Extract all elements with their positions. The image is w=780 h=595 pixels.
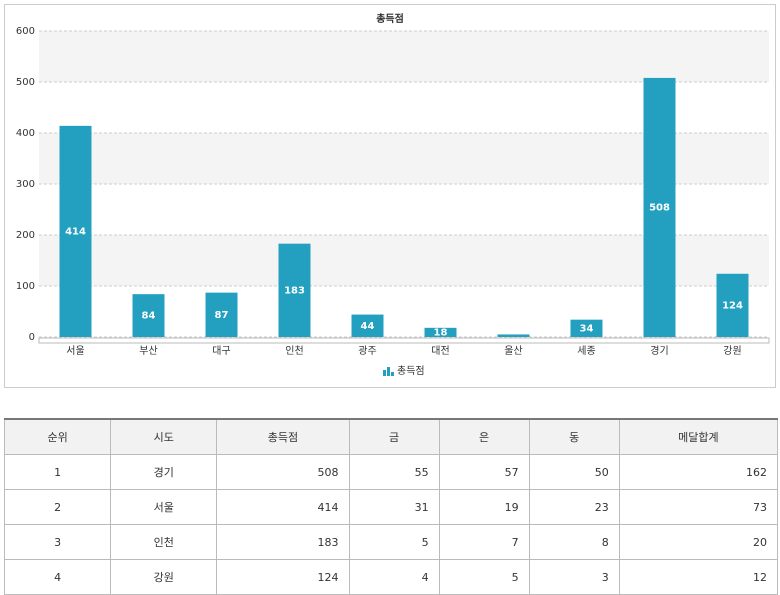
header-cell: 금 — [348, 418, 440, 455]
bar — [278, 243, 311, 337]
table-cell: 55 — [348, 454, 440, 490]
table-cell: 3 — [528, 559, 620, 595]
table-cell: 8 — [528, 524, 620, 560]
value-label: 508 — [649, 202, 670, 213]
bar — [716, 273, 749, 337]
bar — [205, 292, 238, 337]
table-cell: 183 — [216, 524, 350, 560]
table-cell: 5 — [438, 559, 530, 595]
x-tick-label: 경기 — [650, 344, 668, 357]
value-label: 183 — [284, 285, 305, 296]
y-tick-label: 200 — [16, 230, 35, 241]
table-cell: 4 — [3, 559, 112, 595]
x-tick-label: 인천 — [285, 345, 303, 357]
header-cell: 메달합계 — [618, 418, 779, 455]
x-tick-label: 대구 — [212, 345, 230, 357]
table-cell: 4 — [348, 559, 440, 595]
x-tick-label: 부산 — [139, 345, 157, 357]
y-tick-label: 600 — [16, 26, 35, 37]
table-cell: 1 — [3, 454, 112, 490]
table-cell: 강원 — [110, 559, 218, 595]
value-label: 87 — [215, 310, 229, 321]
x-tick-label: 강원 — [723, 345, 741, 357]
bar — [351, 314, 384, 337]
value-label: 414 — [65, 226, 86, 237]
chart-title: 총득점 — [376, 12, 404, 25]
value-label: 44 — [361, 321, 375, 332]
table-row: 3 인천 183 5 7 8 20 — [3, 524, 779, 560]
y-tick-label: 300 — [16, 179, 35, 190]
table-cell: 19 — [438, 489, 530, 525]
table-row: 4 강원 124 4 5 3 12 — [3, 559, 779, 595]
scrollbar — [38, 337, 770, 344]
x-tick-label: 세종 — [577, 345, 595, 357]
bar — [643, 77, 676, 338]
value-label: 84 — [142, 311, 156, 322]
chart: 총득점 0 100 200 300 400 500 600 서울 414 부산 84 대구 87 인천 18… — [16, 12, 770, 377]
plot-band — [39, 31, 769, 82]
bar — [59, 125, 92, 337]
header-cell: 시도 — [110, 418, 218, 455]
table-cell: 20 — [618, 524, 779, 560]
value-label: 18 — [434, 327, 448, 338]
y-tick-label: 100 — [16, 281, 35, 292]
bar — [497, 334, 530, 337]
value-label: 34 — [580, 323, 594, 334]
y-tick-label: 0 — [29, 332, 35, 343]
table-cell: 인천 — [110, 524, 218, 560]
x-tick-label: 광주 — [358, 345, 376, 357]
header-cell: 은 — [438, 418, 530, 455]
bar — [570, 319, 603, 337]
table-cell: 23 — [528, 489, 620, 525]
table-cell: 2 — [3, 489, 112, 525]
ranking-table: 순위 시도 총득점 금 은 동 메달합계 1 경기 508 55 57 50 162 2 서울 414 31 19 2… — [3, 418, 779, 595]
table-cell: 414 — [216, 489, 350, 525]
header-cell: 순위 — [3, 418, 112, 455]
x-tick-label: 대전 — [431, 345, 449, 357]
table-cell: 73 — [618, 489, 779, 525]
header-row: 순위 시도 총득점 금 은 동 메달합계 — [3, 418, 779, 455]
table-cell: 50 — [528, 454, 620, 490]
table-cell: 124 — [216, 559, 350, 595]
table-row: 2 서울 414 31 19 23 73 — [3, 489, 779, 525]
table-cell: 508 — [216, 454, 350, 490]
header-cell: 동 — [528, 418, 620, 455]
y-tick-label: 500 — [16, 77, 35, 88]
table-cell: 12 — [618, 559, 779, 595]
table-cell: 7 — [438, 524, 530, 560]
header-cell: 총득점 — [216, 418, 350, 455]
legend-icon — [383, 370, 386, 376]
bar — [132, 294, 165, 337]
table-cell: 162 — [618, 454, 779, 490]
value-label: 124 — [722, 300, 743, 311]
table-cell: 3 — [3, 524, 112, 560]
y-tick-label: 400 — [16, 128, 35, 139]
table-cell: 경기 — [110, 454, 218, 490]
chart-panel: 총득점 0 100 200 300 400 500 600 서울 414 부산 84 대구 87 인천 18… — [4, 4, 776, 388]
bar — [424, 327, 457, 337]
table-cell: 57 — [438, 454, 530, 490]
x-tick-label: 울산 — [504, 345, 522, 357]
table-cell: 5 — [348, 524, 440, 560]
legend-icon — [391, 372, 394, 376]
table-cell: 31 — [348, 489, 440, 525]
legend-label: 총득점 — [397, 365, 425, 377]
legend-icon — [387, 367, 390, 376]
table-cell: 서울 — [110, 489, 218, 525]
table-row: 1 경기 508 55 57 50 162 — [3, 454, 779, 490]
x-tick-label: 서울 — [66, 345, 84, 357]
